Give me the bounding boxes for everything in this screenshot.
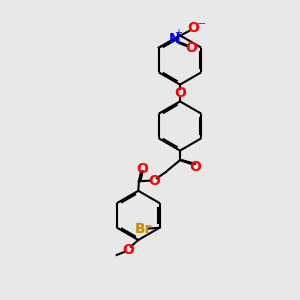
Text: O: O — [187, 21, 199, 35]
Text: O: O — [122, 243, 134, 256]
Text: O: O — [185, 41, 197, 55]
Text: O: O — [148, 174, 160, 188]
Text: O: O — [174, 86, 186, 100]
Text: +: + — [174, 28, 182, 38]
Text: N: N — [169, 32, 180, 46]
Text: −: − — [197, 19, 207, 29]
Text: Br: Br — [134, 222, 152, 236]
Text: O: O — [136, 162, 148, 176]
Text: O: O — [189, 160, 201, 174]
